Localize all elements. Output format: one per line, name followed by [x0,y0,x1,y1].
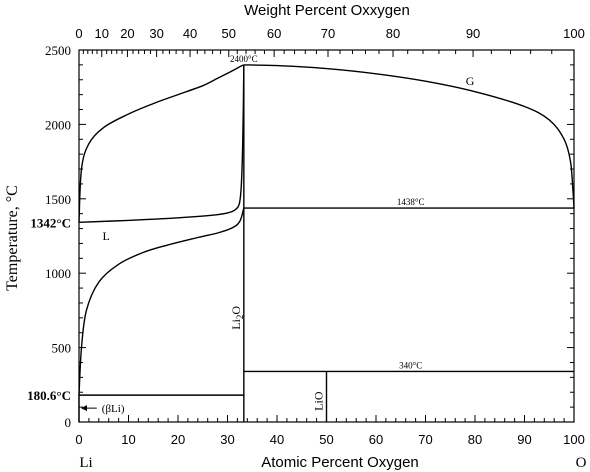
bottom-tick-label: 0 [75,432,82,447]
bottom-tick-label: 80 [468,432,482,447]
annotation-label: L [103,229,110,243]
plot-frame [78,49,575,423]
bottom-tick-label: 30 [220,432,234,447]
annotation-label: (βLi) [102,403,125,415]
annotation-label: 2400°C [230,54,258,64]
top-tick-label: 60 [267,26,281,41]
top-tick-label: 20 [120,26,134,41]
x-left-endmember: Li [79,455,92,471]
top-tick-label: 80 [386,26,400,41]
y-tick-label: 0 [65,415,72,430]
bottom-tick-label: 70 [418,432,432,447]
phase-label: Li2O [229,306,245,330]
y-tick-label: 1000 [45,266,71,281]
diagram-annotations: 2400°C 1438°C 340°C G L (βLi) Li2O LiO [81,54,475,415]
curve-gas-left [78,64,245,223]
top-tick-label: 50 [222,26,236,41]
top-tick-label: 70 [321,26,335,41]
y-axis-title: Temperature, °C [4,185,21,291]
bottom-tick-label: 40 [270,432,284,447]
top-tick-label: 0 [75,26,82,41]
bottom-tick-label: 10 [121,432,135,447]
y-tick-label: 2000 [45,117,71,132]
beta-li-arrow-head [81,405,87,412]
bottom-tick-label: 60 [369,432,383,447]
phase-label: LiO [312,391,326,411]
bottom-tick-label: 90 [517,432,531,447]
highlight-temp-label: 180.6°C [27,388,71,403]
y-tick-label: 1500 [45,192,71,207]
bottom-axis-title: Atomic Percent Oxygen [261,454,419,471]
top-tick-label: 90 [466,26,480,41]
top-tick-label: 30 [149,26,163,41]
bottom-tick-label: 50 [319,432,333,447]
curve-liquidus-lower [78,207,245,396]
annotation-label: G [466,74,475,88]
top-tick-label: 10 [95,26,109,41]
axis-ticks: 0 10 20 30 40 50 60 70 80 90 1000 10 20 30 40 50 60 70 80 9… [27,26,585,447]
y-tick-label: 2500 [45,43,71,58]
top-tick-label: 100 [563,26,585,41]
bottom-tick-label: 100 [563,432,585,447]
curve-liquid-upper [78,64,245,223]
y-tick-label: 500 [52,341,72,356]
highlight-temp-label: 1342°C [30,215,71,230]
annotation-label: 1438°C [397,197,425,207]
bottom-tick-label: 20 [171,432,185,447]
top-axis-title: Weight Percent Oxxygen [244,2,410,19]
curve-gas-right [243,64,575,209]
annotation-label: 340°C [399,360,422,370]
x-right-endmember: O [576,455,587,471]
top-tick-label: 40 [183,26,197,41]
phase-boundaries [78,64,575,423]
